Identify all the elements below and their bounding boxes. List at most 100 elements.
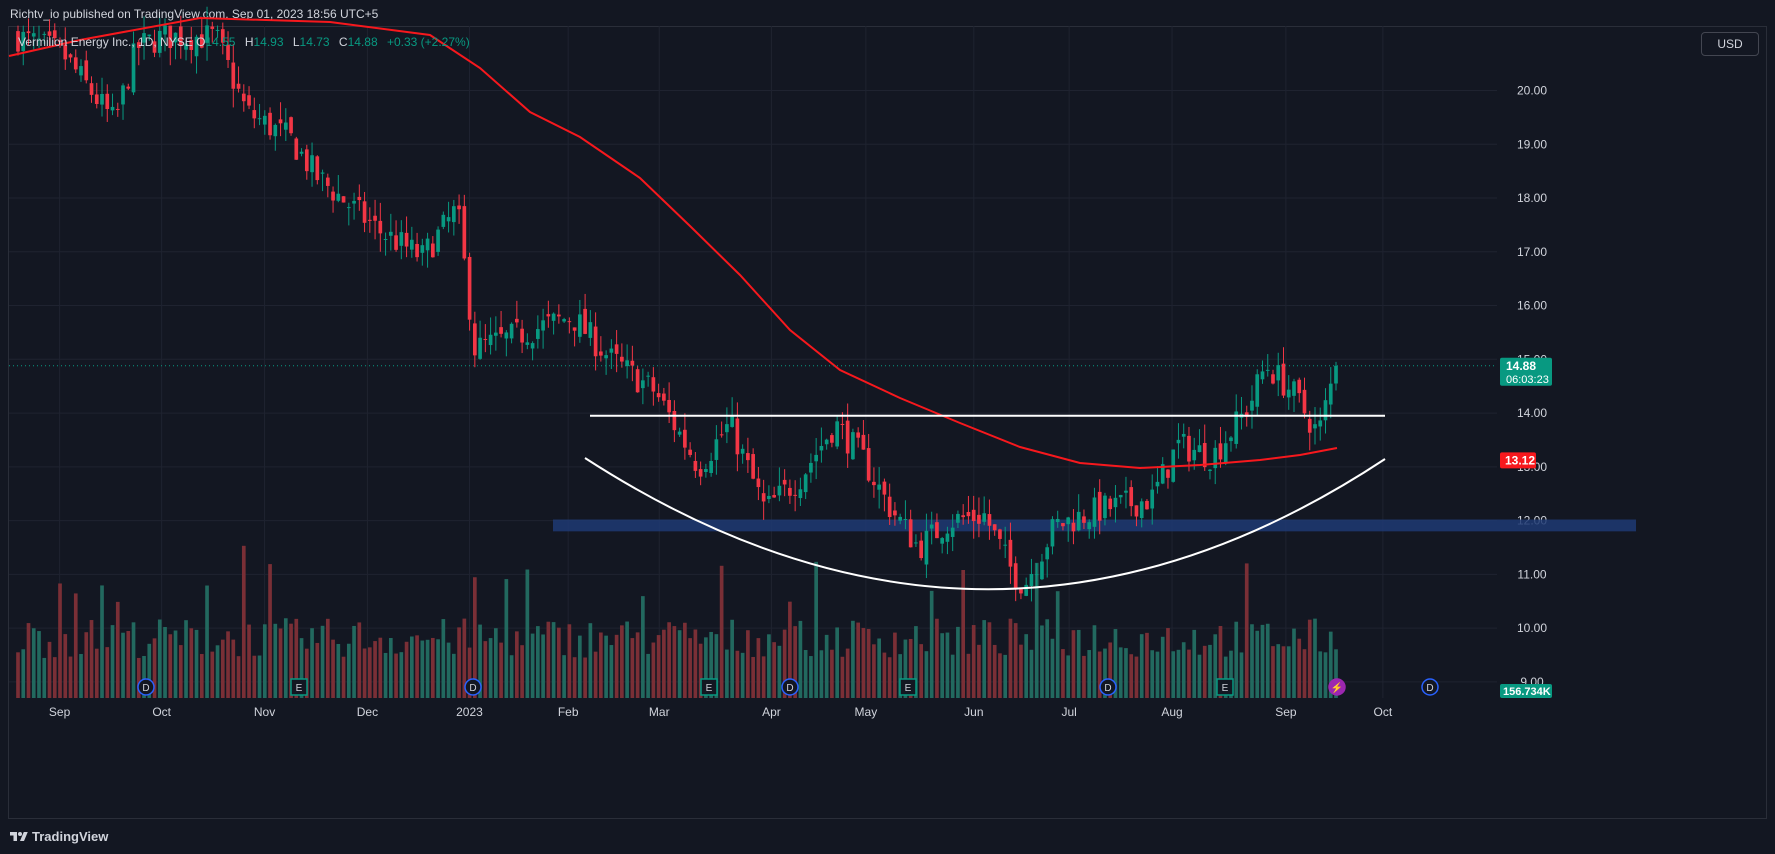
footer: TradingView (0, 820, 1775, 854)
candle-body (357, 196, 362, 201)
volume-bar (541, 634, 545, 698)
volume-bar (719, 565, 724, 698)
candle-body (1181, 433, 1186, 437)
candle-body (546, 314, 551, 317)
x-tick-label: May (855, 705, 878, 719)
volume-bar (325, 618, 330, 698)
volume-bar (1187, 649, 1191, 698)
candle-body (1265, 369, 1270, 371)
candle-body (79, 66, 83, 76)
candle-body (509, 323, 514, 339)
candle-body (1208, 469, 1212, 471)
candle-body (777, 485, 782, 496)
volume-bar (1244, 563, 1249, 698)
volume-bar (1108, 642, 1113, 698)
candle-body (215, 29, 220, 31)
candle-body (541, 320, 545, 331)
volume-bar (100, 585, 104, 698)
candle-body (635, 369, 640, 393)
dividend-marker (1099, 678, 1117, 696)
volume-bar (1155, 651, 1160, 698)
volume-bar (194, 629, 199, 698)
volume-bar (751, 656, 755, 698)
candle-body (110, 106, 115, 111)
volume-bar (1255, 630, 1260, 698)
volume-bar (299, 638, 304, 698)
candle-body (935, 522, 939, 539)
x-tick-label: Jun (964, 705, 983, 719)
volume-bar (404, 641, 409, 698)
volume-bar (1197, 654, 1202, 698)
volume-bar (1328, 631, 1333, 698)
split-marker (1328, 678, 1346, 696)
candle-body (457, 205, 461, 210)
candle-body (730, 415, 734, 427)
candle-body (394, 235, 398, 250)
volume-bar (530, 633, 535, 698)
volume-bar (761, 656, 766, 698)
volume-bar (378, 637, 383, 698)
volume-bar (620, 625, 624, 698)
event-marker-label: E (1222, 683, 1229, 694)
candle-body (178, 26, 183, 46)
candle-body (761, 493, 766, 502)
volume-bar (499, 642, 503, 698)
candle-body (840, 423, 845, 425)
candle-body (210, 26, 215, 29)
candle-body (845, 420, 850, 454)
candle-body (683, 429, 687, 448)
candle-body (173, 32, 178, 43)
volume-bar (1097, 651, 1102, 698)
volume-bar (803, 650, 808, 698)
candle-body (241, 93, 246, 102)
candle-body (299, 151, 304, 154)
candle-body (1082, 516, 1086, 523)
candle-body (982, 513, 987, 522)
volume-bar (604, 635, 608, 698)
candle-body (1271, 374, 1275, 384)
candle-body (625, 360, 629, 367)
candle-body (950, 527, 955, 537)
volume-bar (58, 583, 62, 698)
candle-body (467, 256, 472, 320)
y-tick-label: 19.00 (1517, 137, 1547, 151)
candle-body (163, 25, 167, 35)
candle-body (1087, 522, 1092, 530)
candle-body (861, 434, 866, 450)
volume-bar (420, 640, 425, 698)
y-tick-label: 10.00 (1517, 621, 1547, 635)
volume-bar (304, 648, 309, 698)
candle-body (26, 31, 31, 34)
candle-body (1129, 487, 1134, 507)
currency-button[interactable]: USD (1701, 32, 1759, 56)
open-label: O (196, 35, 206, 49)
volume-bar (777, 645, 782, 698)
candle-body (136, 42, 141, 48)
candle-body (567, 321, 572, 323)
volume-bar (1171, 651, 1176, 698)
volume-bar (861, 627, 866, 698)
candle-body (189, 40, 194, 50)
volume-bar (341, 656, 346, 698)
volume-bar (173, 630, 178, 698)
candle-body (100, 93, 104, 105)
volume-bar (210, 651, 215, 698)
candle-body (893, 510, 897, 516)
volume-bar (94, 648, 99, 698)
candle-body (31, 33, 36, 37)
candle-body (1029, 573, 1034, 586)
volume-bar (1208, 644, 1212, 698)
candle-body (1134, 505, 1139, 517)
candle-body (1160, 464, 1165, 484)
event-marker-label: D (1426, 683, 1433, 694)
volume-bar (1076, 629, 1081, 698)
volume-bar (929, 590, 934, 698)
x-tick-label: 2023 (456, 705, 483, 719)
candle-body (940, 538, 945, 544)
candle-body (1281, 363, 1286, 396)
x-tick-label: Dec (357, 705, 378, 719)
volume-bar (42, 657, 47, 698)
volume-bar (583, 657, 587, 698)
candle-body (530, 343, 535, 349)
